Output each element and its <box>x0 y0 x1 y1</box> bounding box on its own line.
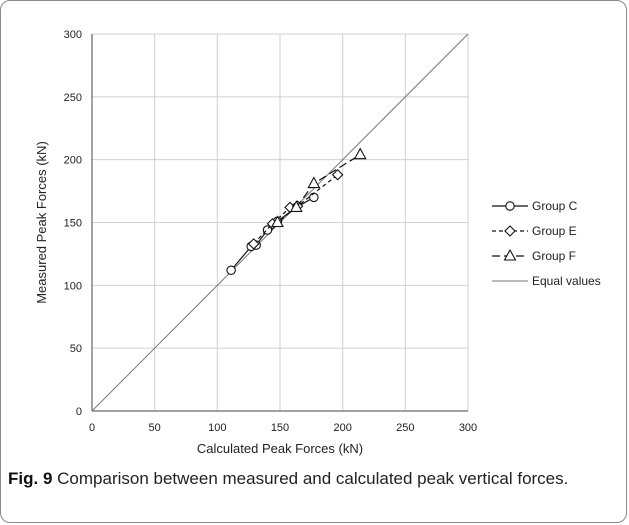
legend-item-group-f: Group F <box>492 248 576 263</box>
data-point-group-c <box>309 192 319 203</box>
data-point-group-f <box>307 176 321 189</box>
x-tick-label: 0 <box>89 422 95 434</box>
legend-swatch-marker <box>505 201 515 211</box>
y-tick-label: 0 <box>76 406 82 418</box>
series-group-f <box>271 147 367 228</box>
data-point-group-e <box>247 238 260 250</box>
data-point-group-f <box>271 215 284 228</box>
legend-label: Group E <box>532 224 577 238</box>
y-tick-label: 150 <box>64 218 82 230</box>
x-tick-label: 150 <box>271 422 289 434</box>
legend-item-group-c: Group C <box>492 199 578 213</box>
series-group <box>91 33 469 412</box>
legend: Group C Group E Group F Equal values <box>492 199 601 288</box>
x-tick-label: 200 <box>333 422 351 434</box>
legend-item-equal-values: Equal values <box>492 274 601 288</box>
legend-label: Group C <box>532 199 578 213</box>
y-tick-label: 50 <box>70 343 82 355</box>
legend-label: Equal values <box>532 274 601 288</box>
legend-label: Group F <box>532 249 576 263</box>
y-tick-label: 100 <box>64 280 82 292</box>
x-tick-label: 100 <box>208 422 226 434</box>
y-tick-label: 200 <box>64 155 82 167</box>
x-tick-label: 50 <box>149 422 161 434</box>
data-point-group-e <box>331 168 344 181</box>
tick-labels: 0 50 100 150 200 250 300 0 50 100 150 200 250 300 <box>64 29 478 434</box>
figure-caption: Fig. 9 Comparison between measured and c… <box>8 466 618 491</box>
x-tick-label: 300 <box>459 422 477 434</box>
y-axis-label: Measured Peak Forces (kN) <box>34 141 49 304</box>
legend-swatch-marker <box>504 225 516 237</box>
x-axis-label: Calculated Peak Forces (kN) <box>197 441 363 456</box>
plot-border <box>91 34 468 412</box>
caption-text: Comparison between measured and calculat… <box>57 469 569 488</box>
legend-item-group-e: Group E <box>492 224 577 238</box>
y-tick-label: 300 <box>64 29 82 41</box>
data-point-group-c <box>226 265 236 276</box>
y-tick-label: 250 <box>64 92 82 104</box>
caption-label: Fig. 9 <box>8 469 53 488</box>
data-point-group-f <box>353 147 367 160</box>
x-tick-label: 250 <box>396 422 414 434</box>
legend-swatch-marker <box>503 248 517 261</box>
data-point-group-f <box>289 200 303 212</box>
chart: 0 50 100 150 200 250 300 0 50 100 150 200 250 300 Cal… <box>34 29 601 456</box>
series-line-group-f <box>277 154 361 223</box>
